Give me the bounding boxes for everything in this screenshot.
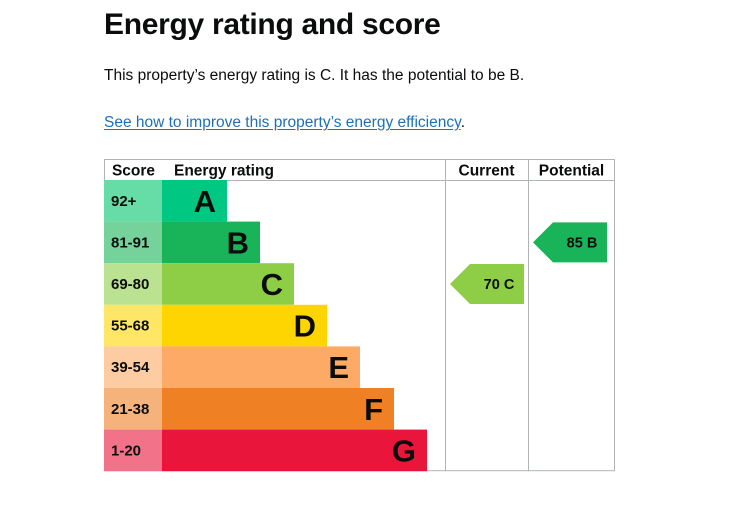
improve-link-line: See how to improve this property’s energ… [104, 114, 465, 132]
header-potential: Potential [539, 163, 604, 180]
score-range-a: 92+ [111, 193, 137, 210]
band-bar-a [162, 180, 227, 222]
score-range-b: 81-91 [111, 234, 149, 251]
band-letter-e: E [328, 350, 349, 385]
score-cell-f [104, 388, 162, 430]
header-score: Score [112, 163, 155, 180]
band-bar-b [162, 221, 260, 264]
link-suffix: . [460, 114, 465, 131]
score-range-d: 55-68 [111, 318, 149, 335]
current-rating-label: 70 C [484, 277, 515, 293]
score-cell-e [104, 346, 162, 388]
score-range-f: 21-38 [111, 401, 149, 418]
score-range-e: 39-54 [111, 359, 150, 376]
band-letter-g: G [392, 433, 416, 468]
score-cell-g [104, 429, 162, 472]
score-cell-d [104, 304, 162, 347]
header-energy-rating: Energy rating [174, 163, 274, 180]
band-bar-e [162, 346, 360, 388]
band-letter-f: F [364, 392, 383, 427]
rating-summary: This property’s energy rating is C. It h… [104, 67, 525, 84]
score-range-g: 1-20 [111, 442, 141, 459]
score-range-c: 69-80 [111, 276, 149, 293]
band-letter-b: B [227, 225, 249, 260]
band-letter-a: A [194, 184, 216, 219]
band-bar-d [162, 304, 327, 347]
band-bar-g [162, 429, 427, 472]
score-cell-a [104, 180, 162, 222]
header-current: Current [459, 163, 515, 180]
current-rating-arrow [450, 264, 524, 304]
band-letter-d: D [294, 309, 316, 344]
potential-rating-label: 85 B [567, 235, 598, 251]
band-bar-f [162, 388, 394, 430]
potential-rating-arrow [533, 222, 607, 263]
band-bar-c [162, 263, 294, 305]
band-letter-c: C [261, 267, 283, 302]
improve-efficiency-link[interactable]: See how to improve this property’s energ… [104, 114, 461, 131]
score-cell-c [104, 263, 162, 305]
score-cell-b [104, 221, 162, 264]
page-title: Energy rating and score [104, 8, 441, 41]
